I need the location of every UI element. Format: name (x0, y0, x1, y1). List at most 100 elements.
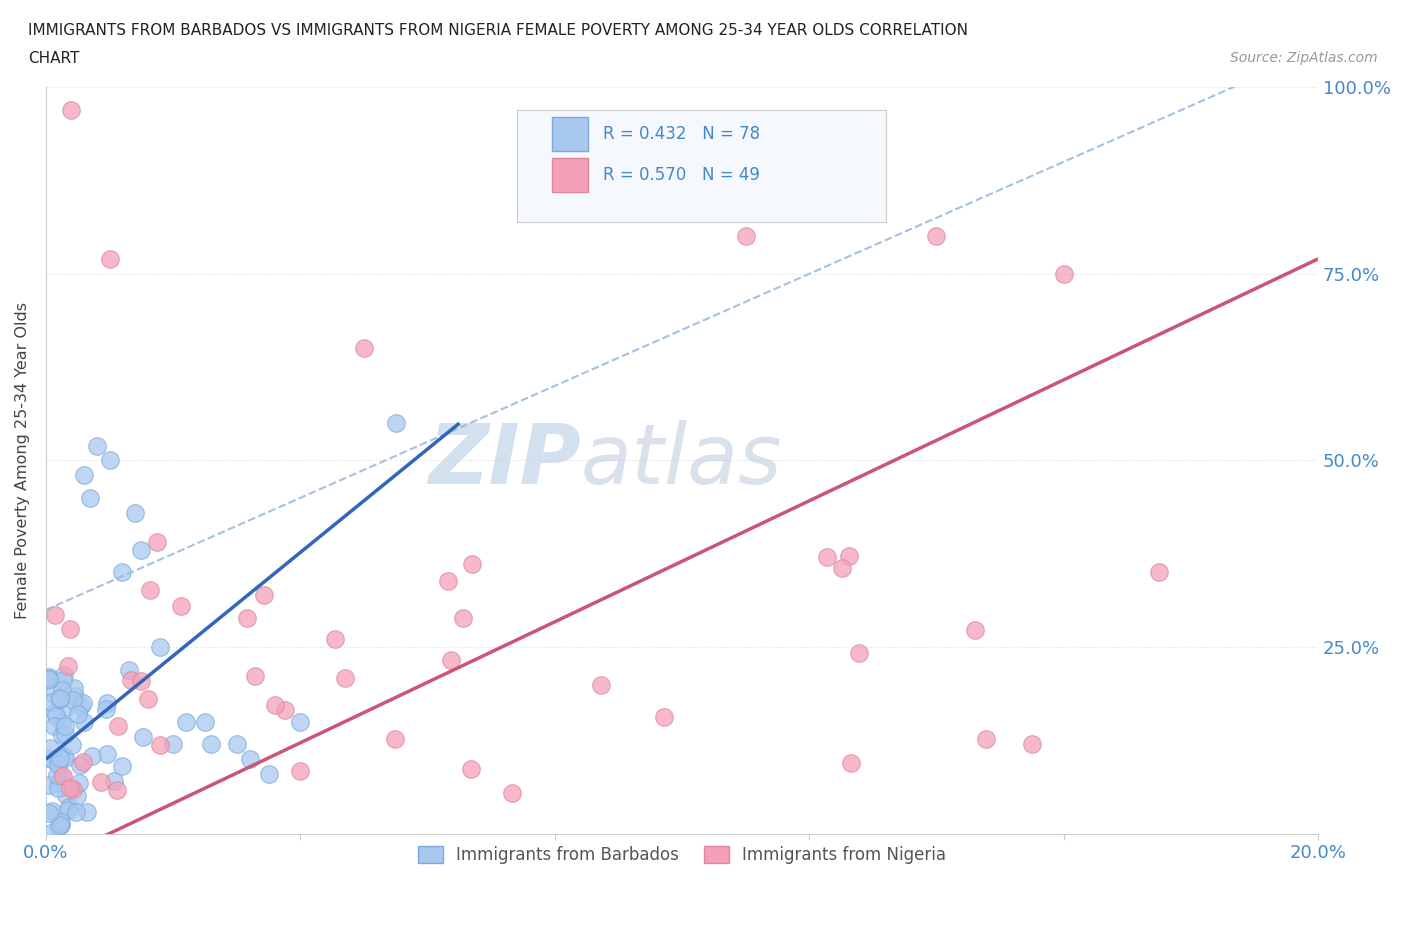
Point (38, 671, 60, 686)
Bar (553, 117, 588, 151)
Text: IMMIGRANTS FROM BARBADOS VS IMMIGRANTS FROM NIGERIA FEMALE POVERTY AMONG 25-34 Y: IMMIGRANTS FROM BARBADOS VS IMMIGRANTS F… (28, 23, 969, 38)
Point (848, 646, 870, 661)
FancyBboxPatch shape (516, 110, 886, 221)
Point (55, 788, 77, 803)
Text: CHART: CHART (28, 51, 80, 66)
Point (1053, 266, 1076, 281)
Point (437, 574, 460, 589)
Point (120, 672, 142, 687)
Point (131, 543, 153, 558)
Point (460, 761, 482, 776)
Point (62, 693, 84, 708)
Point (67, 776, 90, 790)
Point (194, 714, 217, 729)
Point (243, 669, 266, 684)
Point (69, 757, 91, 772)
Text: ZIP: ZIP (427, 420, 581, 501)
Point (174, 714, 197, 729)
Text: R = 0.570   N = 49: R = 0.570 N = 49 (603, 166, 761, 184)
Point (48, 692, 70, 707)
Point (38, 740, 60, 755)
Point (111, 565, 134, 580)
Point (335, 671, 357, 685)
Point (44, 718, 66, 733)
Point (66, 789, 89, 804)
Point (815, 550, 838, 565)
Point (41, 804, 63, 818)
Point (44, 705, 66, 720)
Point (67, 707, 90, 722)
Point (63, 681, 86, 696)
Point (39, 825, 62, 840)
Point (118, 662, 141, 677)
Point (170, 599, 193, 614)
Text: R = 0.432   N = 78: R = 0.432 N = 78 (603, 125, 761, 143)
Point (652, 710, 675, 724)
Text: Source: ZipAtlas.com: Source: ZipAtlas.com (1230, 51, 1378, 65)
Point (48, 690, 70, 705)
Point (353, 341, 375, 356)
Point (59, 781, 82, 796)
Point (73, 468, 96, 483)
Point (53, 751, 76, 765)
Point (72, 754, 94, 769)
Point (501, 786, 523, 801)
Point (62, 781, 84, 796)
Point (52, 672, 75, 687)
Point (96, 696, 118, 711)
Point (59, 622, 82, 637)
Point (82, 749, 104, 764)
Point (965, 623, 987, 638)
Point (41, 752, 63, 767)
Point (52, 768, 75, 783)
Point (288, 764, 311, 778)
Point (55, 699, 77, 714)
Point (96, 701, 118, 716)
Point (451, 610, 474, 625)
Point (46, 756, 69, 771)
Point (384, 732, 406, 747)
Point (49, 817, 72, 832)
Point (46, 781, 69, 796)
Point (65, 804, 87, 819)
Point (51, 815, 73, 830)
Point (124, 505, 146, 520)
Point (734, 229, 756, 244)
Point (385, 416, 408, 431)
Point (41, 695, 63, 710)
Point (149, 738, 172, 753)
Point (103, 773, 125, 788)
Point (96, 747, 118, 762)
Point (86, 438, 108, 453)
Point (44, 607, 66, 622)
Point (49, 817, 72, 832)
Point (107, 719, 129, 734)
Point (149, 640, 172, 655)
Point (235, 610, 257, 625)
Point (51, 715, 73, 730)
Point (98, 251, 121, 266)
Point (263, 698, 285, 712)
Point (323, 631, 346, 646)
Point (225, 737, 247, 751)
Point (63, 688, 86, 703)
Point (38, 777, 60, 792)
Point (139, 582, 162, 597)
Point (42, 687, 65, 702)
Point (38, 805, 60, 820)
Point (76, 804, 98, 819)
Point (79, 490, 101, 505)
Text: atlas: atlas (581, 420, 782, 501)
Point (132, 729, 155, 744)
Point (98, 453, 121, 468)
Point (38, 671, 60, 686)
Legend: Immigrants from Barbados, Immigrants from Nigeria: Immigrants from Barbados, Immigrants fro… (411, 839, 953, 870)
Point (839, 756, 862, 771)
Point (111, 758, 134, 773)
Point (136, 692, 159, 707)
Point (146, 535, 169, 550)
Point (70, 698, 93, 713)
Point (460, 557, 482, 572)
Point (105, 783, 128, 798)
Point (838, 549, 860, 564)
